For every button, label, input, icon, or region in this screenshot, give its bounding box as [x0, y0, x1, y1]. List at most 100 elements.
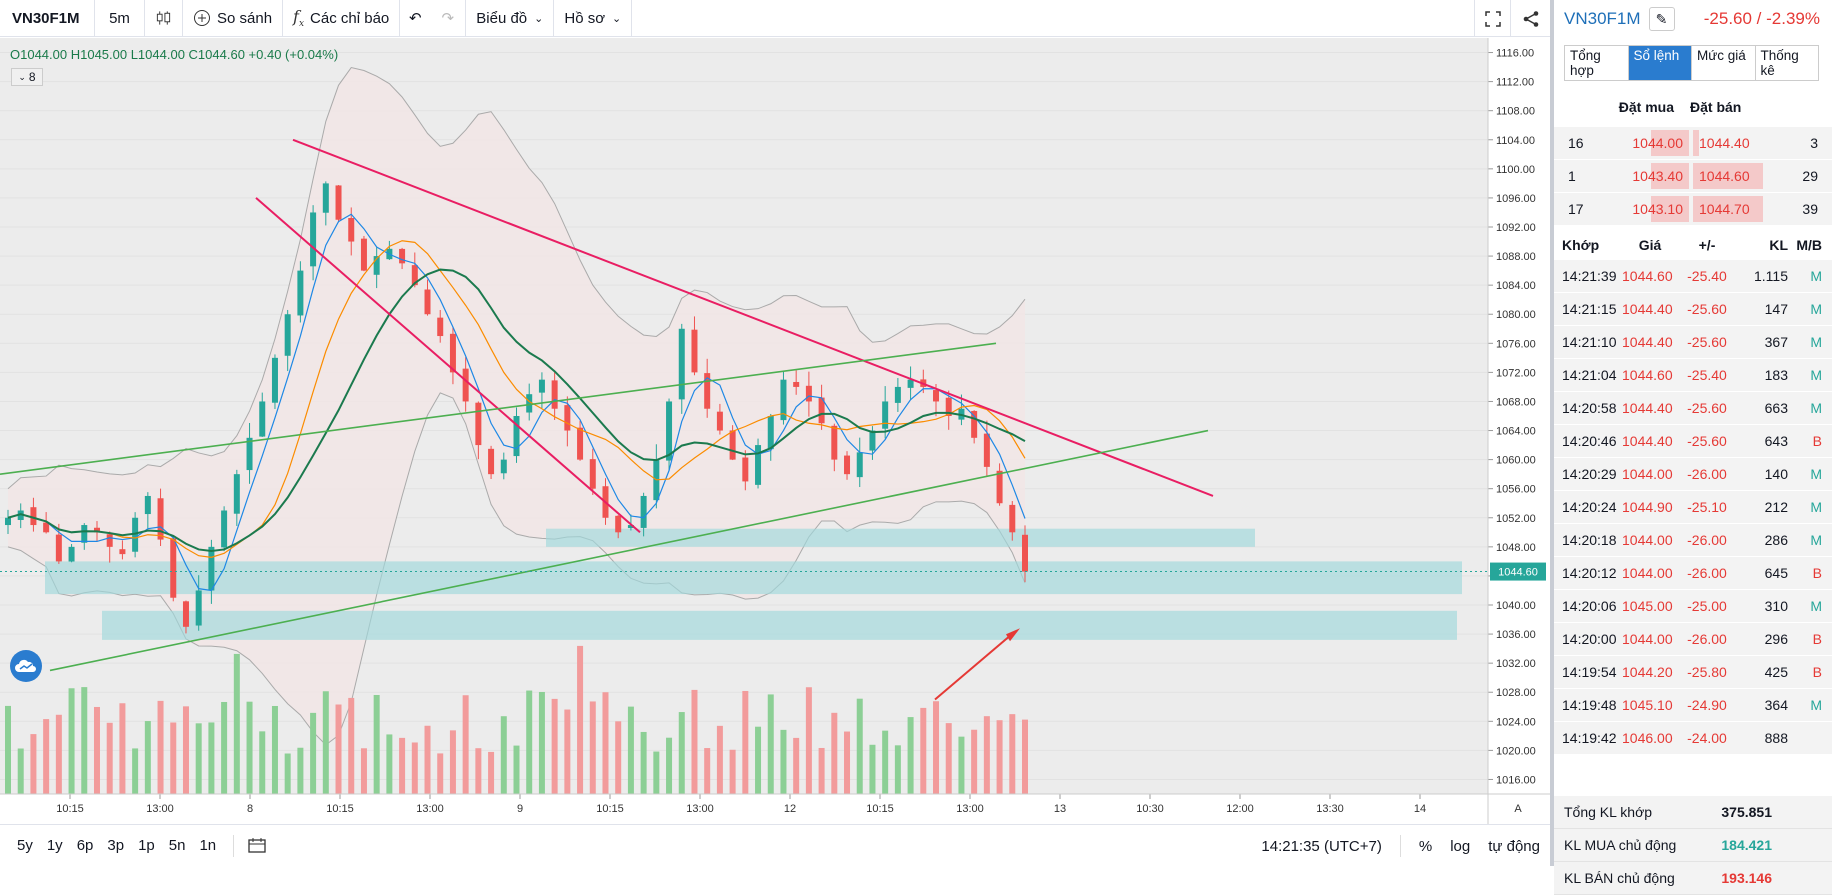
volume-bar	[1009, 714, 1016, 794]
candle	[93, 527, 100, 533]
price-chart[interactable]: 1116.00 1112.00 1108.00 1104.00 1100.00 1096.…	[0, 38, 1550, 824]
trade-time: 14:20:12	[1562, 565, 1617, 581]
volume-bar	[81, 687, 88, 794]
trade-row: 14:19:54 1044.20 -25.80 425 B	[1554, 656, 1832, 689]
trade-price: 1044.00	[1622, 466, 1673, 482]
candle	[5, 517, 11, 526]
range-3m[interactable]: 3p	[107, 837, 125, 854]
trade-price: 1044.90	[1622, 499, 1673, 515]
range-6m[interactable]: 6p	[76, 837, 94, 854]
edit-symbol-button[interactable]: ✎	[1648, 7, 1675, 31]
trades-list[interactable]: 14:21:39 1044.60 -25.40 1.115 M 14:21:15 1044.…	[1554, 260, 1832, 788]
ma-mid-line	[7, 240, 1026, 558]
volume-bar	[907, 717, 914, 794]
volume-bar	[844, 731, 851, 794]
trade-change: -26.00	[1687, 466, 1727, 482]
range-5y[interactable]: 5y	[17, 837, 33, 854]
auto-scale-toggle[interactable]: tự động	[1488, 837, 1540, 855]
bid-qty: 17	[1568, 201, 1584, 217]
undo-button[interactable]: ↶	[400, 0, 430, 37]
tradingview-logo[interactable]	[10, 650, 42, 682]
trade-side: B	[1812, 631, 1822, 647]
trade-row: 14:20:24 1044.90 -25.10 212 M	[1554, 491, 1832, 524]
orderbook-row[interactable]: 16 1044.00 1044.40 3	[1554, 127, 1832, 160]
range-1y[interactable]: 1y	[46, 837, 63, 854]
log-toggle[interactable]: log	[1450, 837, 1471, 855]
indicators-button[interactable]: fx Các chỉ báo	[283, 0, 401, 37]
volume-bar	[437, 753, 444, 794]
volume-bar	[678, 712, 685, 794]
trade-change: -25.80	[1687, 664, 1727, 680]
tab-statistics[interactable]: Thống kê	[1760, 48, 1799, 78]
compare-button[interactable]: So sánh	[183, 0, 284, 37]
volume-bar	[653, 751, 660, 794]
candle	[182, 601, 189, 627]
volume-bar	[780, 729, 787, 794]
symbol-selector[interactable]: VN30F1M	[0, 0, 95, 37]
candle	[1022, 534, 1028, 572]
interval-selector[interactable]: 5m	[95, 0, 145, 37]
volume-bar	[195, 723, 202, 794]
candle	[882, 401, 889, 429]
volume-bar	[856, 698, 863, 794]
symbol-label: VN30F1M	[12, 9, 80, 27]
volume-bar	[716, 725, 723, 794]
trade-change: -25.60	[1687, 301, 1727, 317]
trade-price: 1045.10	[1622, 697, 1673, 713]
panel-symbol[interactable]: VN30F1M	[1564, 9, 1641, 28]
candle	[195, 590, 202, 626]
bid-price: 1044.00	[1609, 130, 1689, 156]
candle	[589, 459, 596, 489]
volume-bar	[869, 744, 876, 794]
candle	[373, 256, 380, 275]
tab-orderbook[interactable]: Sổ lệnh	[1628, 46, 1692, 80]
goto-date-icon[interactable]	[248, 837, 266, 854]
trade-row: 14:20:06 1045.00 -25.00 310 M	[1554, 590, 1832, 623]
trade-price: 1044.00	[1622, 565, 1673, 581]
trendline-resistance	[292, 138, 1214, 497]
panel-divider[interactable]	[1550, 0, 1554, 866]
market-panel: VN30F1M ✎ -25.60 / -2.39% Tổng hợp Sổ lệ…	[1554, 0, 1832, 895]
chart-canvas[interactable]: 1116.00 1112.00 1108.00 1104.00 1100.00 1096.…	[0, 38, 1550, 824]
time-tick-label: 13	[1054, 803, 1066, 815]
ask-price: 1044.70	[1693, 196, 1773, 222]
active-buy-row: KL MUA chủ động 184.421	[1554, 829, 1832, 862]
trade-row: 14:19:42 1046.00 -24.00 888	[1554, 722, 1832, 755]
plus-circle-icon	[194, 10, 210, 26]
trade-side: M	[1810, 532, 1822, 548]
tab-summary[interactable]: Tổng hợp	[1565, 46, 1629, 80]
share-button[interactable]	[1510, 0, 1550, 37]
candle	[767, 416, 774, 450]
time-tick-label: 13:00	[146, 803, 174, 815]
chart-style-button[interactable]	[145, 0, 183, 37]
volume-bar	[43, 719, 50, 794]
trades-header: Khớp Giá +/- KL M/B	[1554, 228, 1832, 260]
trade-volume: 183	[1764, 367, 1788, 383]
chart-menu-button[interactable]: Biểu đồ ⌄	[466, 0, 555, 37]
ma-slow-line	[7, 268, 1026, 553]
range-1d[interactable]: 1n	[199, 837, 217, 854]
volume-bar	[30, 734, 37, 794]
candle	[818, 397, 825, 424]
percent-toggle[interactable]: %	[1418, 837, 1433, 855]
volume-bar	[1022, 719, 1028, 794]
trade-price: 1044.40	[1622, 334, 1673, 350]
trade-price: 1044.60	[1622, 268, 1673, 284]
fullscreen-button[interactable]	[1474, 0, 1510, 37]
orderbook-row[interactable]: 17 1043.10 1044.70 39	[1554, 193, 1832, 226]
profile-menu-button[interactable]: Hồ sơ ⌄	[554, 0, 633, 37]
volume-bar	[170, 722, 177, 794]
range-1m[interactable]: 1p	[138, 837, 155, 854]
time-tick-label: 10:15	[326, 803, 354, 815]
orderbook-row[interactable]: 1 1043.40 1044.60 29	[1554, 160, 1832, 193]
indicator-collapse-toggle[interactable]: ⌄ 8	[11, 68, 43, 86]
volume-bar	[933, 701, 940, 794]
time-tick-label: 13:00	[956, 803, 984, 815]
tab-price-levels[interactable]: Mức giá	[1692, 46, 1756, 80]
range-5d[interactable]: 5n	[168, 837, 186, 854]
time-tick-label: 13:00	[416, 803, 444, 815]
candle	[271, 357, 278, 403]
bid-qty: 16	[1568, 135, 1584, 151]
trade-change: -26.00	[1687, 532, 1727, 548]
redo-button[interactable]: ↷	[430, 0, 467, 37]
